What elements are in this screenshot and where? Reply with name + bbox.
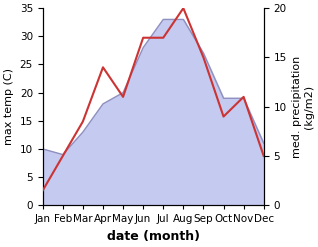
X-axis label: date (month): date (month) [107,230,200,243]
Y-axis label: med. precipitation
(kg/m2): med. precipitation (kg/m2) [292,56,314,158]
Y-axis label: max temp (C): max temp (C) [4,68,14,145]
